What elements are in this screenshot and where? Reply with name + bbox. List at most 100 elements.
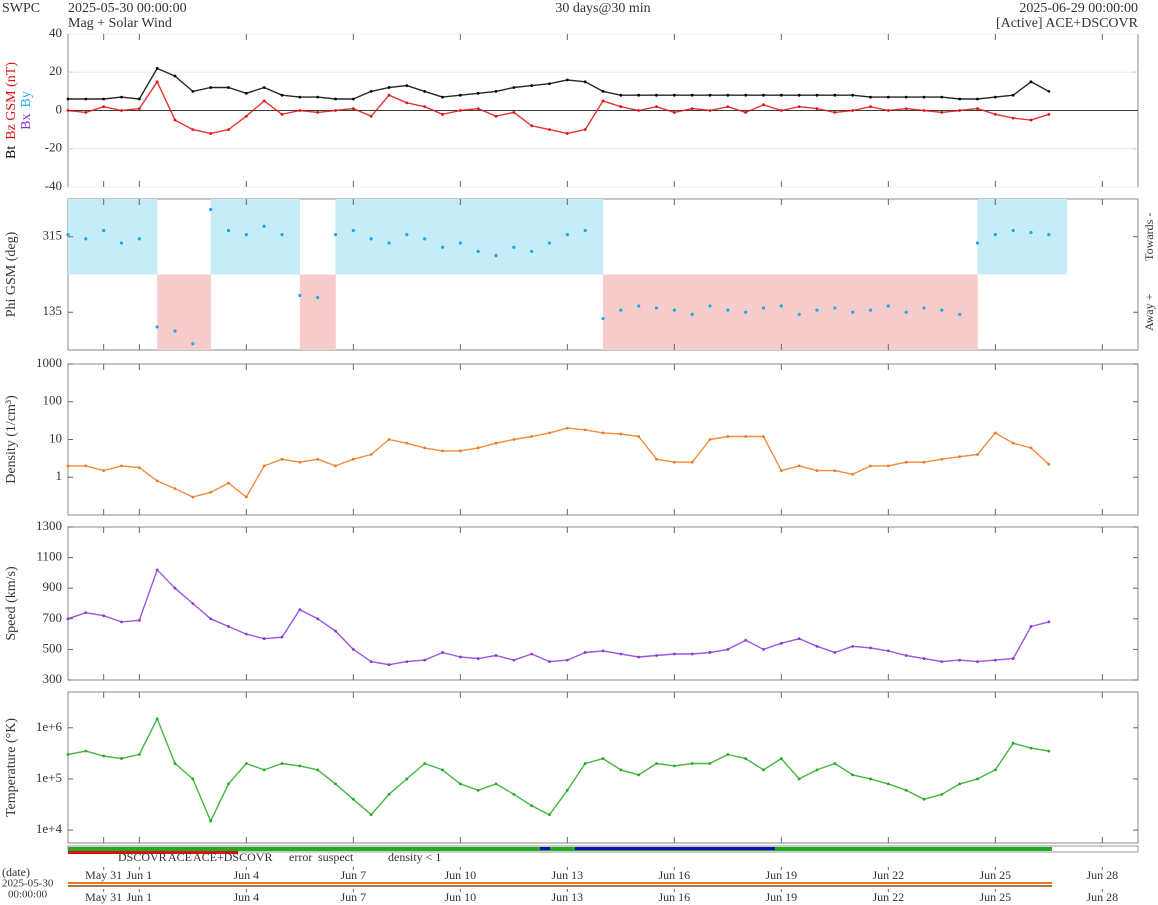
data-point [1047, 620, 1051, 624]
data-point [851, 773, 855, 777]
data-point [869, 95, 872, 99]
data-point [191, 495, 195, 499]
data-point [672, 460, 676, 464]
data-point [155, 717, 159, 721]
data-point [958, 109, 962, 112]
data-point [441, 651, 444, 654]
data-point [280, 457, 284, 461]
source: [Active] ACE+DSCOVR [996, 16, 1139, 31]
y-tick-label: 700 [43, 610, 63, 625]
x-tick-label: Jun 10 [444, 890, 476, 904]
start-time: 2025-05-30 00:00:00 [68, 1, 187, 16]
data-point [209, 207, 213, 212]
source-legend-label: suspect [318, 850, 354, 864]
data-point [940, 308, 944, 312]
y-axis-label: Speed (km/s) [4, 566, 19, 641]
data-point [423, 762, 427, 765]
data-point [173, 74, 177, 78]
y-axis-label-part: By [19, 91, 34, 107]
data-point [191, 89, 195, 93]
data-point [476, 788, 480, 792]
y-axis-label: Temperature (°K) [4, 718, 19, 817]
data-point [476, 91, 480, 95]
data-point [173, 118, 177, 122]
data-point [548, 813, 551, 817]
data-point [1011, 228, 1015, 233]
data-point [262, 768, 266, 772]
sector-band [264, 199, 283, 275]
data-point [440, 245, 445, 249]
data-point [565, 78, 569, 82]
x-tick-label: Jun 28 [1086, 890, 1118, 904]
sector-band [727, 274, 746, 350]
data-point [797, 312, 801, 316]
data-point [66, 109, 70, 112]
data-point [244, 114, 248, 118]
data-point [744, 757, 748, 760]
data-point [922, 460, 926, 464]
data-point [458, 782, 462, 786]
data-point [423, 89, 427, 93]
data-point [815, 93, 819, 97]
data-point [441, 449, 444, 453]
data-point [547, 241, 552, 245]
data-point [530, 84, 534, 88]
data-point [102, 614, 106, 618]
data-point [637, 655, 641, 659]
data-point [351, 648, 355, 651]
data-point [779, 469, 783, 473]
data-point [869, 105, 872, 109]
right-label: Away + [1142, 293, 1156, 331]
data-point [512, 438, 516, 441]
data-point [869, 464, 872, 468]
data-point [904, 107, 908, 110]
data-point [762, 648, 765, 651]
data-point [209, 490, 213, 494]
data-point [66, 97, 70, 101]
y-axis-label-part: Bt [4, 146, 19, 159]
sector-band [228, 199, 247, 275]
x-tick-label: Jun 13 [551, 868, 583, 882]
sector-band [335, 199, 354, 275]
data-point [833, 651, 837, 654]
data-point [155, 325, 159, 329]
sector-band [585, 199, 604, 275]
data-point [976, 97, 979, 101]
y-tick-label: 1100 [36, 549, 62, 564]
data-point [601, 757, 605, 760]
y-axis-label-part: Bx [19, 114, 34, 130]
data-point [904, 788, 908, 792]
data-point [886, 649, 890, 653]
data-point [869, 777, 872, 781]
y-tick-label: 0 [56, 101, 63, 116]
sector-band [1048, 199, 1067, 275]
data-point [619, 768, 623, 772]
data-point [84, 97, 88, 101]
data-point [726, 308, 730, 312]
data-point [351, 97, 355, 101]
x-tick-label: Jun 16 [658, 868, 690, 882]
sector-band [710, 274, 729, 350]
data-point [565, 132, 569, 135]
data-point [797, 105, 801, 109]
subtitle: Mag + Solar Wind [68, 16, 172, 31]
data-point [334, 782, 337, 786]
sector-band [549, 199, 568, 275]
data-point [387, 663, 391, 667]
data-point [512, 792, 516, 796]
data-point [387, 241, 391, 245]
data-point [476, 107, 480, 110]
source-legend-label: ACE+DSCOVR [193, 850, 272, 864]
sector-band [817, 274, 836, 350]
source-strip-dscovr [540, 847, 550, 850]
x-tick-label: Jun 22 [872, 868, 904, 882]
data-point [120, 620, 123, 624]
data-point [619, 105, 623, 109]
x-tick-label: May 31 [85, 890, 122, 904]
data-point [476, 446, 480, 450]
sector-band [834, 274, 853, 350]
data-point [280, 112, 284, 116]
data-point [102, 97, 106, 101]
data-point [637, 93, 641, 97]
data-point [369, 453, 373, 456]
